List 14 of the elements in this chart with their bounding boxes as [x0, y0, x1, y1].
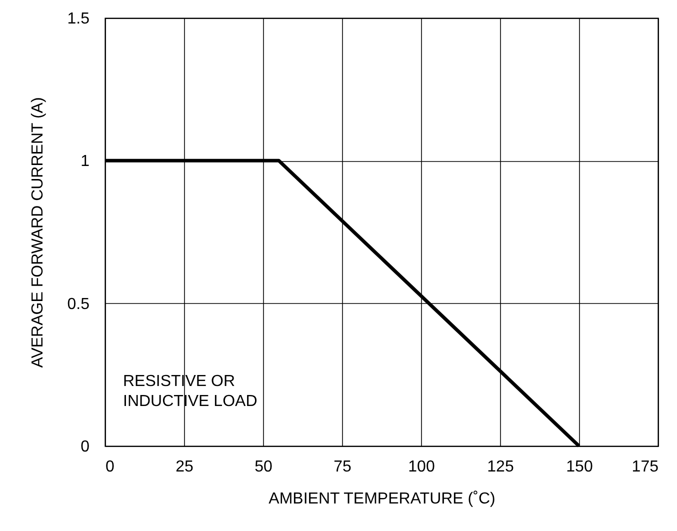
x-tick-label: 50	[254, 458, 272, 476]
x-tick-label: 150	[566, 458, 593, 476]
x-tick-label: 125	[487, 458, 514, 476]
x-tick-label: 0	[106, 458, 114, 476]
x-axis-title: AMBIENT TEMPERATURE (˚C)	[268, 490, 496, 508]
y-tick-label: 0	[80, 438, 90, 456]
x-tick-label: 100	[408, 458, 435, 476]
x-tick-label: 75	[334, 458, 352, 476]
x-tick-label: 25	[176, 458, 194, 476]
y-tick-label: 1.5	[67, 10, 90, 28]
y-tick-label: 0.5	[67, 296, 90, 313]
y-axis-title: AVERAGE FORWARD CURRENT (A)	[29, 97, 46, 368]
y-tick-label: 1	[80, 153, 90, 170]
x-tick-label: 175	[632, 458, 659, 476]
